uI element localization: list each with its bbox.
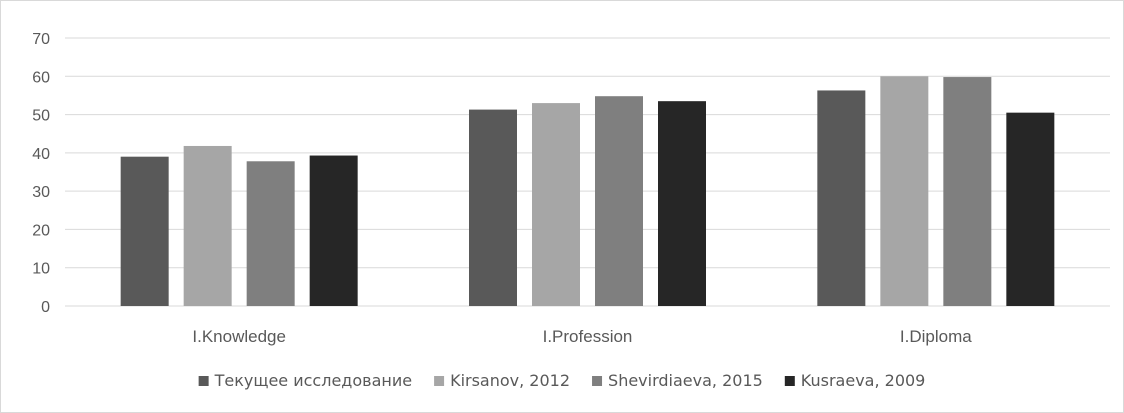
legend-swatch xyxy=(199,376,209,386)
y-tick-label: 60 xyxy=(32,69,50,86)
bar xyxy=(658,101,706,306)
bar xyxy=(247,161,295,306)
y-tick-label: 20 xyxy=(32,222,50,239)
x-category-label: I.Profession xyxy=(543,327,633,346)
y-tick-label: 10 xyxy=(32,261,50,278)
bar xyxy=(310,156,358,306)
y-tick-label: 0 xyxy=(41,299,50,316)
legend-label: Текущее исследование xyxy=(214,371,412,390)
bar xyxy=(121,157,169,306)
bar xyxy=(595,96,643,306)
legend: Текущее исследование Kirsanov, 2012 Shevir… xyxy=(199,371,926,390)
legend-label: Kirsanov, 2012 xyxy=(450,371,570,390)
bar xyxy=(469,110,517,306)
bar xyxy=(532,103,580,306)
bar xyxy=(1006,113,1054,306)
legend-swatch xyxy=(592,376,602,386)
x-category-label: I.Knowledge xyxy=(192,327,286,346)
x-category-label: I.Diploma xyxy=(900,327,972,346)
y-tick-label: 40 xyxy=(32,146,50,163)
legend-swatch xyxy=(434,376,444,386)
legend-label: Shevirdiaeva, 2015 xyxy=(608,371,763,390)
legend-swatch xyxy=(785,376,795,386)
y-axis-ticks: 0 10 20 30 40 50 60 70 xyxy=(32,31,50,316)
bar xyxy=(184,146,232,306)
y-tick-label: 70 xyxy=(32,31,50,48)
legend-label: Kusraeva, 2009 xyxy=(801,371,926,390)
bar xyxy=(817,90,865,306)
y-tick-label: 30 xyxy=(32,184,50,201)
y-tick-label: 50 xyxy=(32,108,50,125)
bar xyxy=(880,76,928,306)
x-axis-labels: I.Knowledge I.Profession I.Diploma xyxy=(192,327,972,346)
bar xyxy=(943,77,991,306)
